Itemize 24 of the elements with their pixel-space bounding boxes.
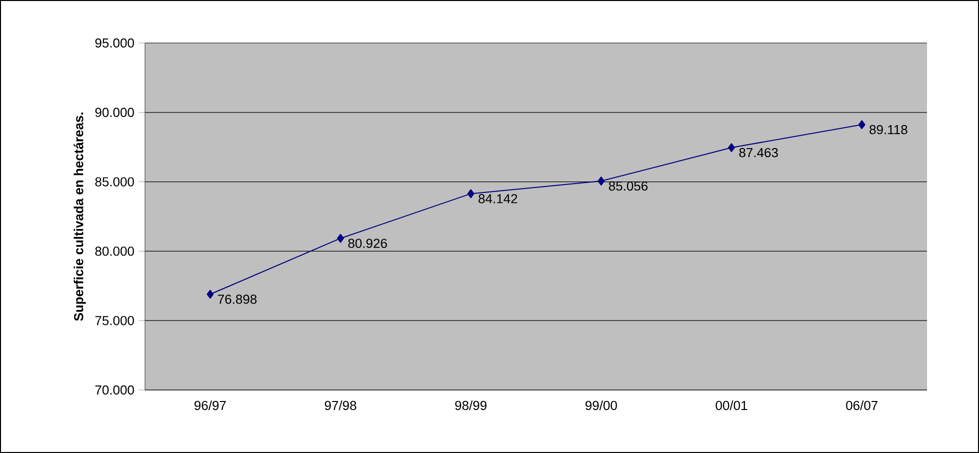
point [598,176,605,186]
point [337,234,344,243]
point [206,290,214,299]
point [858,120,866,130]
data-label: 76.898 [218,294,257,304]
y-tick-label: 70.000 [95,385,134,395]
x-tick-label: 00/01 [716,400,748,410]
y-tick-label: 95.000 [95,38,134,48]
y-tick-label: 90.000 [95,108,134,117]
point [467,189,474,198]
y-tick-label: 85.000 [95,177,134,186]
y-axis-title: Superficie cultivada en hectáreas. [74,112,86,321]
y-tick-label: 75.000 [95,316,134,326]
point [728,143,736,152]
data-label: 80.926 [348,238,387,248]
data-label: 84.142 [478,194,518,204]
x-tick-label: 97/98 [324,400,356,410]
x-tick-label: 98/99 [455,400,486,410]
x-tick-label: 96/97 [194,400,226,410]
x-tick-label: 06/07 [846,400,878,410]
data-label: 89.118 [870,125,908,134]
y-tick-label: 80.000 [95,246,134,256]
x-tick-label: 99/00 [586,400,617,410]
data-label: 87.463 [739,148,778,158]
